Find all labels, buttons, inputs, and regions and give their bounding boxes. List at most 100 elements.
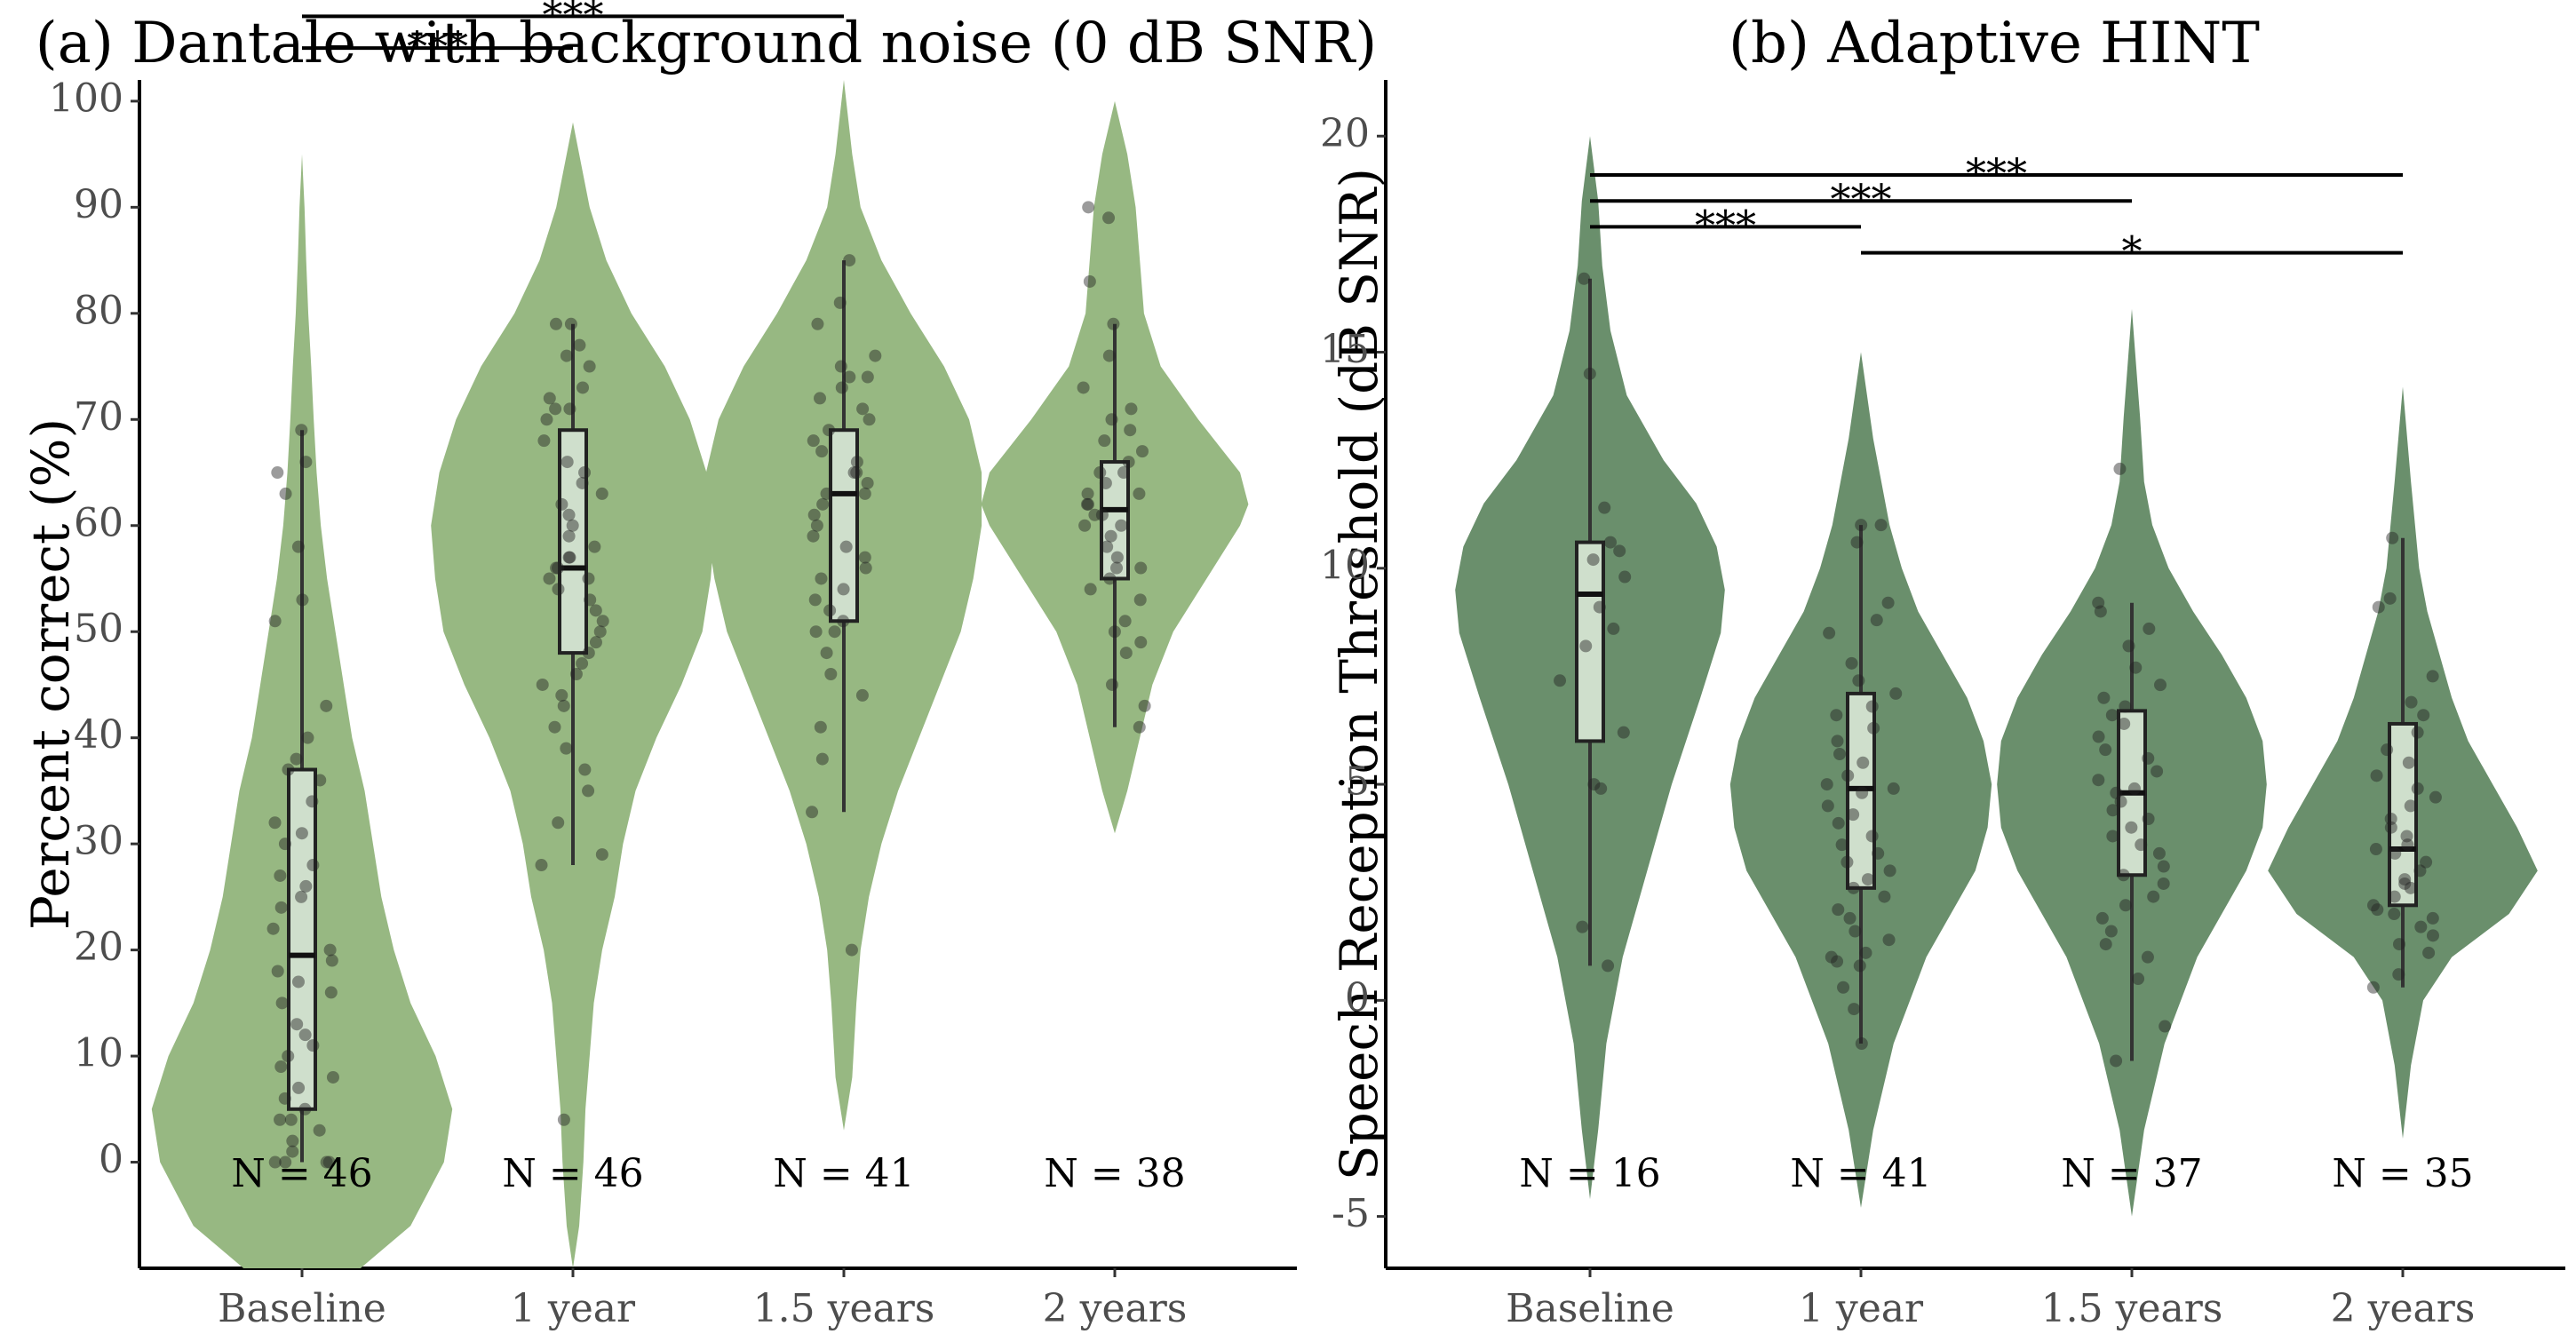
data-point <box>1081 497 1094 511</box>
data-point <box>807 529 820 543</box>
data-point <box>1110 561 1124 575</box>
data-point <box>2383 592 2397 605</box>
data-point <box>2426 670 2439 683</box>
data-point <box>823 424 836 437</box>
data-point <box>2388 890 2401 903</box>
data-point <box>295 424 308 437</box>
data-point <box>1077 381 1090 394</box>
data-point <box>286 1134 299 1147</box>
data-point <box>557 699 570 712</box>
data-point <box>323 943 337 957</box>
data-point <box>828 625 841 639</box>
data-point <box>824 668 838 680</box>
data-point <box>837 615 850 628</box>
data-point <box>839 540 853 553</box>
data-point <box>806 806 819 819</box>
data-point <box>2420 855 2433 869</box>
data-point <box>563 402 576 416</box>
data-point <box>1115 519 1128 532</box>
data-point <box>1861 873 1874 886</box>
data-point <box>1850 536 1864 549</box>
data-point <box>560 349 573 362</box>
y-tick-label: 5 <box>1345 759 1370 805</box>
data-point <box>2097 691 2111 704</box>
data-point <box>320 1155 333 1169</box>
data-point <box>1881 596 1895 609</box>
data-point <box>1859 946 1872 959</box>
y-tick-label: -5 <box>1332 1191 1370 1236</box>
x-tick-label: 1.5 years <box>753 1286 935 1331</box>
y-tick-label: 10 <box>74 1031 123 1076</box>
data-point <box>2106 830 2119 843</box>
x-tick-label: 1 year <box>1799 1286 1924 1331</box>
data-point <box>1593 600 1606 614</box>
data-point <box>274 901 288 914</box>
data-point <box>1554 674 1567 687</box>
y-tick-label: 90 <box>74 182 123 227</box>
data-point <box>2372 600 2385 614</box>
data-point <box>1088 508 1101 521</box>
y-tick-label: 20 <box>74 925 123 970</box>
chart-title: (b) Adaptive HINT <box>1729 11 2260 76</box>
data-point <box>1578 272 1591 285</box>
data-point <box>278 1092 291 1105</box>
data-point <box>2369 843 2382 856</box>
data-point <box>1845 656 1858 670</box>
data-point <box>2392 938 2405 951</box>
data-point <box>2398 873 2412 886</box>
data-point <box>1135 445 1149 458</box>
data-point <box>1843 911 1856 925</box>
data-point <box>2404 881 2417 894</box>
data-point <box>314 774 327 787</box>
data-point <box>536 678 549 691</box>
data-point <box>1849 925 1862 938</box>
n-label-2: N = 37 <box>2061 1151 2202 1196</box>
n-label-2: N = 41 <box>773 1151 914 1196</box>
data-point <box>2389 846 2402 860</box>
data-point <box>1084 583 1097 596</box>
data-point <box>815 752 829 766</box>
data-point <box>1083 274 1096 288</box>
data-point <box>1883 864 1896 877</box>
data-point <box>2414 920 2428 933</box>
data-point <box>1105 413 1118 426</box>
data-point <box>2125 821 2138 834</box>
data-point <box>847 466 861 480</box>
data-point <box>2094 605 2107 618</box>
data-point <box>295 827 308 840</box>
data-point <box>2092 730 2105 743</box>
data-point <box>1106 678 1119 691</box>
data-point <box>807 508 821 521</box>
data-point <box>2151 765 2164 778</box>
data-point <box>274 869 287 882</box>
data-point <box>313 1124 326 1137</box>
data-point <box>850 456 863 469</box>
data-point <box>583 360 596 373</box>
data-point <box>833 296 847 309</box>
data-point <box>2366 899 2380 912</box>
data-point <box>2401 838 2414 852</box>
data-point <box>1583 367 1596 380</box>
data-point <box>820 487 833 500</box>
x-tick-label: Baseline <box>1506 1286 1674 1331</box>
iqr-box-3 <box>1100 460 1130 581</box>
significance-label: *** <box>1831 175 1892 223</box>
data-point <box>549 317 562 330</box>
significance-label: *** <box>1695 201 1756 249</box>
data-point <box>2392 968 2405 981</box>
data-point <box>2384 812 2397 825</box>
data-point <box>290 752 303 766</box>
data-point <box>279 487 292 500</box>
data-point <box>576 476 589 489</box>
data-point <box>823 604 837 617</box>
data-point <box>576 381 590 394</box>
data-point <box>2129 661 2143 674</box>
data-point <box>2388 908 2401 921</box>
data-point <box>2092 774 2105 787</box>
data-point <box>1133 593 1147 607</box>
data-point <box>2142 751 2155 765</box>
data-point <box>2152 846 2166 860</box>
data-point <box>1576 920 1589 933</box>
data-point <box>1847 881 1860 894</box>
panel-a: (a) Dantale with background noise (0 dB … <box>20 0 1377 1331</box>
